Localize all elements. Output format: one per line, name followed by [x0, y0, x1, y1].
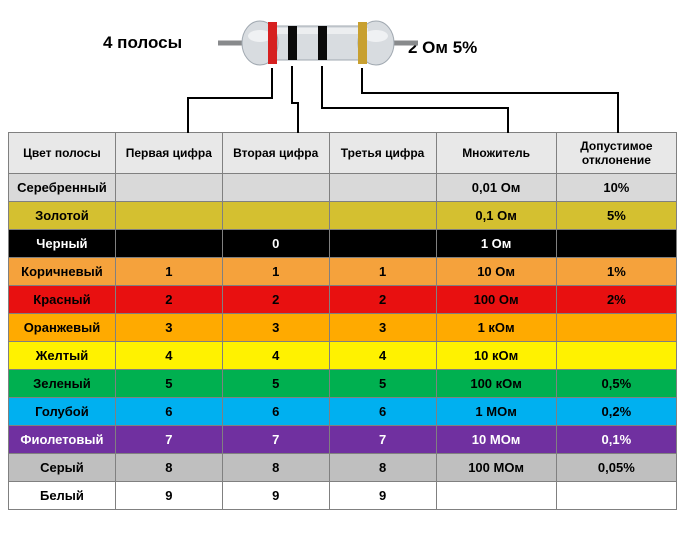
value-cell: 7: [115, 426, 222, 454]
value-cell: [329, 230, 436, 258]
value-cell: 6: [329, 398, 436, 426]
value-cell: [222, 202, 329, 230]
color-name-cell: Серый: [9, 454, 116, 482]
value-cell: 9: [115, 482, 222, 510]
value-cell: 100 МОм: [436, 454, 556, 482]
col-header: Вторая цифра: [222, 133, 329, 174]
value-cell: [329, 202, 436, 230]
value-cell: 7: [329, 426, 436, 454]
table-row: Фиолетовый77710 МОм0,1%: [9, 426, 677, 454]
table-row: Коричневый11110 Ом1%: [9, 258, 677, 286]
value-cell: 5: [329, 370, 436, 398]
value-cell: 4: [329, 342, 436, 370]
value-cell: [556, 482, 676, 510]
color-name-cell: Золотой: [9, 202, 116, 230]
table-row: Золотой 0,1 Ом5%: [9, 202, 677, 230]
value-cell: 100 Ом: [436, 286, 556, 314]
table-row: Голубой6661 МОм0,2%: [9, 398, 677, 426]
table-row: Желтый44410 кОм: [9, 342, 677, 370]
value-cell: 6: [115, 398, 222, 426]
color-name-cell: Голубой: [9, 398, 116, 426]
value-cell: 6: [222, 398, 329, 426]
value-cell: 3: [222, 314, 329, 342]
value-cell: 9: [222, 482, 329, 510]
value-cell: 0,05%: [556, 454, 676, 482]
color-name-cell: Фиолетовый: [9, 426, 116, 454]
color-name-cell: Оранжевый: [9, 314, 116, 342]
value-cell: 3: [115, 314, 222, 342]
color-name-cell: Серебренный: [9, 174, 116, 202]
table-row: Серебренный 0,01 Ом10%: [9, 174, 677, 202]
value-cell: 5: [115, 370, 222, 398]
value-cell: [115, 202, 222, 230]
value-cell: [115, 174, 222, 202]
value-cell: 8: [222, 454, 329, 482]
value-cell: 1 кОм: [436, 314, 556, 342]
table-row: Черный 0 1 Ом: [9, 230, 677, 258]
value-cell: 5: [222, 370, 329, 398]
value-cell: 0,2%: [556, 398, 676, 426]
value-cell: 1: [329, 258, 436, 286]
value-cell: 2: [329, 286, 436, 314]
value-cell: 10 МОм: [436, 426, 556, 454]
color-name-cell: Белый: [9, 482, 116, 510]
value-cell: 0,5%: [556, 370, 676, 398]
value-cell: 100 кОм: [436, 370, 556, 398]
value-cell: 8: [115, 454, 222, 482]
table-row: Зеленый555100 кОм0,5%: [9, 370, 677, 398]
value-cell: 4: [222, 342, 329, 370]
color-code-table: Цвет полосы Первая цифра Вторая цифра Тр…: [8, 132, 677, 510]
value-cell: [556, 230, 676, 258]
value-cell: [556, 314, 676, 342]
value-cell: 1%: [556, 258, 676, 286]
value-cell: 2%: [556, 286, 676, 314]
col-header: Первая цифра: [115, 133, 222, 174]
value-cell: 5%: [556, 202, 676, 230]
value-cell: 10 Ом: [436, 258, 556, 286]
color-name-cell: Желтый: [9, 342, 116, 370]
value-cell: [436, 482, 556, 510]
table-row: Красный222100 Ом2%: [9, 286, 677, 314]
table-row: Белый999: [9, 482, 677, 510]
table-row: Оранжевый3331 кОм: [9, 314, 677, 342]
col-header: Третья цифра: [329, 133, 436, 174]
col-header: Допустимое отклонение: [556, 133, 676, 174]
table-header-row: Цвет полосы Первая цифра Вторая цифра Тр…: [9, 133, 677, 174]
value-cell: 1 МОм: [436, 398, 556, 426]
value-cell: 1: [115, 258, 222, 286]
value-cell: 7: [222, 426, 329, 454]
value-cell: [115, 230, 222, 258]
color-name-cell: Черный: [9, 230, 116, 258]
col-header: Множитель: [436, 133, 556, 174]
value-cell: 10%: [556, 174, 676, 202]
resistor-diagram: 4 полосы 2 Ом 5%: [8, 8, 677, 128]
color-name-cell: Зеленый: [9, 370, 116, 398]
leader-lines: [8, 8, 685, 138]
value-cell: 0,01 Ом: [436, 174, 556, 202]
color-name-cell: Коричневый: [9, 258, 116, 286]
value-cell: 0: [222, 230, 329, 258]
value-cell: 3: [329, 314, 436, 342]
color-name-cell: Красный: [9, 286, 116, 314]
value-cell: [222, 174, 329, 202]
value-cell: 9: [329, 482, 436, 510]
value-cell: 1 Ом: [436, 230, 556, 258]
table-row: Серый888100 МОм0,05%: [9, 454, 677, 482]
value-cell: 4: [115, 342, 222, 370]
value-cell: [556, 342, 676, 370]
value-cell: [329, 174, 436, 202]
value-cell: 2: [222, 286, 329, 314]
value-cell: 2: [115, 286, 222, 314]
col-header: Цвет полосы: [9, 133, 116, 174]
value-cell: 0,1%: [556, 426, 676, 454]
value-cell: 0,1 Ом: [436, 202, 556, 230]
value-cell: 1: [222, 258, 329, 286]
value-cell: 8: [329, 454, 436, 482]
value-cell: 10 кОм: [436, 342, 556, 370]
